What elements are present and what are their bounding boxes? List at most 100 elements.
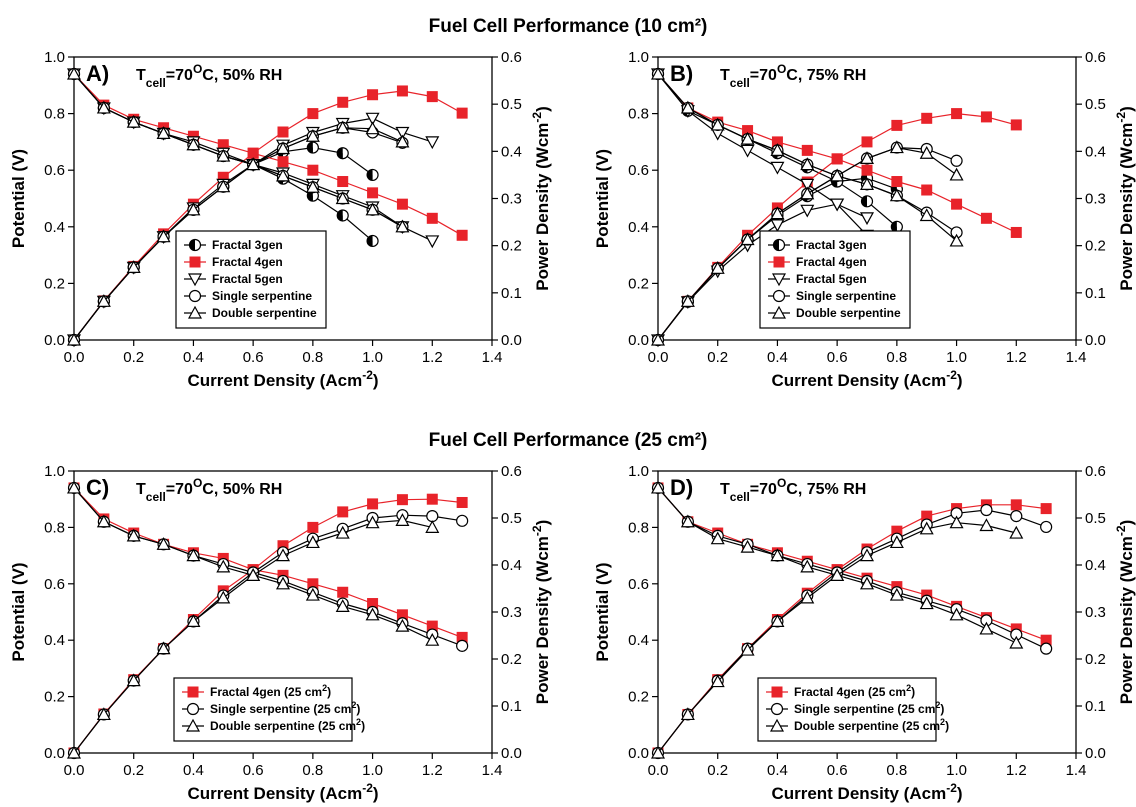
x-tick-label: 1.0 [946, 762, 967, 779]
legend-item: Fractal 4gen [184, 255, 283, 269]
power-point [305, 128, 320, 142]
legend-item: Fractal 3gen [184, 238, 283, 252]
y-right-tick-label: 0.2 [501, 238, 522, 255]
power-point [919, 145, 934, 159]
y-right-tick-label: 0.1 [501, 285, 522, 302]
condition-label: Tcell=70OC, 75% RH [720, 476, 866, 504]
legend-marker [187, 305, 203, 319]
x-tick-label: 0.2 [707, 762, 728, 779]
power-point [337, 96, 349, 108]
y-right-tick-label: 0.1 [501, 698, 522, 715]
x-tick-label: 0.0 [648, 762, 669, 779]
y-left-tick-label: 0.0 [628, 745, 649, 762]
power-point [456, 107, 468, 119]
power-point [710, 674, 725, 688]
x-tick-label: 0.8 [302, 762, 323, 779]
power-point [740, 642, 755, 656]
potential-point [680, 514, 695, 528]
power-point [365, 112, 380, 126]
potential-point [860, 195, 874, 208]
legend-item: Double serpentine [184, 305, 317, 320]
y-right-tick-label: 0.3 [1085, 191, 1106, 208]
figure-title-top: Fuel Cell Performance (10 cm²) [429, 16, 708, 37]
y-right-tick-label: 0.2 [1085, 238, 1106, 255]
power-point [770, 614, 785, 628]
potential-point [650, 480, 666, 494]
legend-label: Single serpentine (25 cm2) [794, 700, 944, 716]
power-point [800, 204, 815, 218]
power-point [426, 91, 438, 103]
x-axis-label: Current Density (Acm-2) [771, 781, 962, 803]
potential-point [66, 480, 82, 494]
legend-label: Single serpentine [212, 289, 312, 303]
y-right-tick-label: 0.4 [501, 557, 522, 574]
legend-marker [772, 289, 786, 303]
power-point [307, 108, 319, 120]
power-point [979, 518, 994, 532]
panel-label: C) [86, 475, 109, 500]
condition-label: Tcell=70OC, 50% RH [136, 62, 282, 90]
legend-label: Double serpentine [796, 306, 901, 320]
potential-point [156, 537, 171, 550]
chart-panel-b: 0.0 0.2 0.4 0.6 0.8 1.0 1.2 1.40.00.20.40.60.81… [593, 49, 1136, 390]
power-point [425, 136, 440, 150]
y-left-tick-label: 0.4 [44, 219, 65, 236]
potential-point [889, 587, 904, 601]
potential-point [156, 126, 171, 140]
power-point [395, 134, 410, 148]
power-point [66, 332, 82, 346]
power-point [426, 493, 438, 505]
legend-label: Single serpentine (25 cm2) [210, 700, 360, 716]
power-point [859, 212, 875, 226]
legend-item: Fractal 4gen [768, 255, 867, 269]
x-tick-label: 1.2 [422, 349, 443, 366]
power-point [216, 590, 231, 604]
power-point [770, 206, 785, 220]
power-point [861, 136, 873, 148]
potential-line [73, 73, 403, 228]
legend-label: Double serpentine (25 cm2) [794, 717, 949, 733]
power-point [1040, 503, 1052, 515]
power-point [889, 140, 904, 154]
y-right-tick-label: 0.2 [501, 651, 522, 668]
legend-label: Fractal 5gen [796, 272, 867, 286]
legend-item: Fractal 4gen (25 cm2) [182, 683, 331, 699]
y-right-tick-label: 0.4 [1085, 143, 1106, 160]
legend-marker [188, 238, 202, 252]
y-right-tick-label: 0.0 [501, 745, 522, 762]
potential-point [740, 144, 755, 158]
legend: Fractal 3gen Fractal 4gen Fractal 5gen Sing… [175, 230, 327, 329]
x-tick-label: 0.4 [183, 349, 204, 366]
legend-marker [187, 273, 203, 287]
legend-marker [769, 718, 785, 732]
power-point [336, 147, 349, 160]
power-point [426, 510, 439, 523]
power-point [830, 168, 845, 182]
y-left-tick-label: 0.6 [44, 576, 65, 593]
power-point [1009, 525, 1024, 539]
power-point [949, 167, 964, 181]
y-left-tick-label: 0.4 [628, 219, 649, 236]
y-left-axis-label: Potential (V) [9, 149, 28, 248]
y-right-tick-label: 0.0 [501, 332, 522, 349]
legend-marker [187, 686, 199, 698]
y-right-tick-label: 0.3 [501, 191, 522, 208]
panel-label: B) [670, 61, 693, 86]
potential-point [216, 559, 231, 573]
power-point [277, 126, 289, 138]
power-point [365, 515, 380, 529]
y-left-tick-label: 0.2 [628, 689, 649, 706]
legend-item: Fractal 4gen (25 cm2) [766, 683, 915, 699]
legend-label: Single serpentine [796, 289, 896, 303]
legend-item: Fractal 3gen [768, 238, 867, 252]
power-point [96, 707, 111, 721]
power-point [306, 141, 319, 154]
y-left-tick-label: 0.2 [44, 689, 65, 706]
y-right-tick-label: 0.3 [1085, 604, 1106, 621]
y-right-tick-label: 0.4 [1085, 557, 1106, 574]
legend: Fractal 3gen Fractal 4gen Fractal 5gen Sing… [759, 230, 911, 329]
power-point [367, 89, 379, 101]
x-tick-label: 0.0 [648, 349, 669, 366]
y-left-tick-label: 0.8 [44, 519, 65, 536]
potential-point [366, 234, 379, 248]
